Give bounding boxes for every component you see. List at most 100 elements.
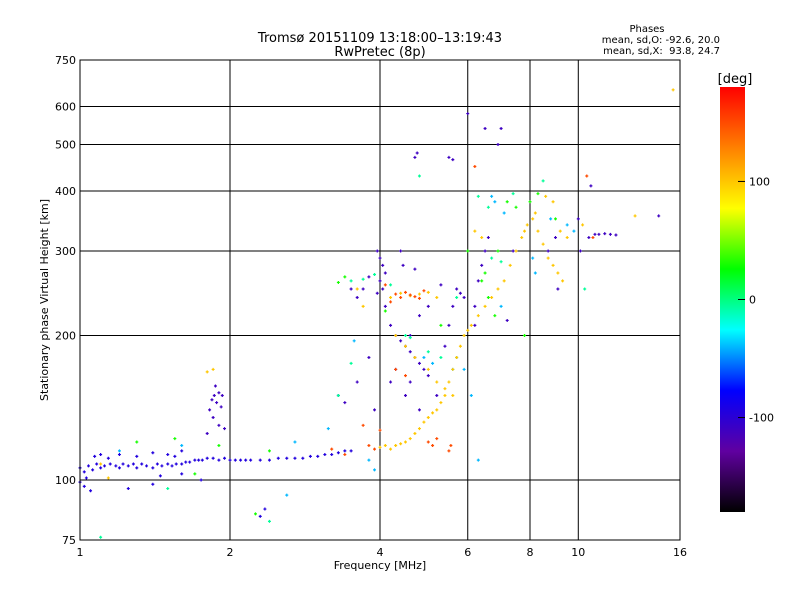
data-point <box>383 283 387 287</box>
data-point <box>205 432 209 436</box>
data-point <box>223 456 227 460</box>
data-point <box>633 214 637 218</box>
data-point <box>556 271 560 275</box>
x-tick-label: 4 <box>377 546 384 559</box>
y-tick-label: 200 <box>55 330 76 343</box>
data-point <box>336 451 340 455</box>
stats-title: Phases <box>629 24 664 35</box>
data-point <box>155 462 159 466</box>
data-point <box>523 334 527 338</box>
data-point <box>499 304 503 308</box>
data-point <box>135 466 139 470</box>
data-point <box>378 428 382 432</box>
data-point <box>263 507 267 511</box>
data-point <box>493 314 497 318</box>
data-point <box>561 279 565 283</box>
colorbar-tick-label: -100 <box>749 412 774 425</box>
data-point <box>336 280 340 284</box>
data-point <box>349 361 353 365</box>
data-point <box>525 223 529 227</box>
data-point <box>499 126 503 130</box>
data-point <box>439 355 443 359</box>
data-point <box>343 449 347 453</box>
data-point <box>536 192 540 196</box>
data-point <box>565 223 569 227</box>
data-point <box>394 292 398 296</box>
data-point <box>496 143 500 147</box>
data-point <box>572 229 576 233</box>
data-point <box>583 287 587 291</box>
data-point <box>455 296 459 300</box>
data-point <box>394 334 398 338</box>
data-point <box>276 456 280 460</box>
data-point <box>253 512 257 516</box>
data-point <box>323 453 327 457</box>
data-point <box>435 296 439 300</box>
data-point <box>389 300 393 304</box>
chart-subtitle: RwPretec (8p) <box>334 45 425 60</box>
data-point <box>355 287 359 291</box>
y-tick-label: 75 <box>62 534 76 547</box>
data-point <box>483 304 487 308</box>
data-point <box>361 287 365 291</box>
data-point <box>483 126 487 130</box>
data-point <box>373 468 377 472</box>
data-point <box>151 482 155 486</box>
data-point <box>381 287 385 291</box>
data-point <box>233 458 237 462</box>
data-point <box>389 323 393 327</box>
data-point <box>558 229 562 233</box>
colorbar-ticks: 100 0 -100 <box>738 175 774 425</box>
data-point <box>408 350 412 354</box>
data-point <box>389 380 393 384</box>
data-point <box>426 367 430 371</box>
colorbar-tick-label: 100 <box>749 175 770 188</box>
data-point <box>166 453 170 457</box>
data-point <box>211 367 215 371</box>
data-point <box>349 279 353 283</box>
data-point <box>473 323 477 327</box>
data-point <box>435 408 439 412</box>
data-point <box>422 367 426 371</box>
data-point <box>451 304 455 308</box>
data-point <box>505 200 509 204</box>
data-point <box>343 453 347 457</box>
data-point <box>316 454 320 458</box>
data-point <box>103 464 107 468</box>
data-point <box>174 462 178 466</box>
data-point <box>508 263 512 267</box>
data-point <box>511 192 515 196</box>
data-point <box>591 236 595 240</box>
data-point <box>213 384 217 388</box>
data-point <box>443 344 447 348</box>
data-point <box>82 484 86 488</box>
data-point <box>546 249 550 253</box>
y-tick-label: 300 <box>55 245 76 258</box>
data-point <box>394 444 398 448</box>
data-point <box>493 200 497 204</box>
data-point <box>117 449 121 453</box>
colorbar-label: [deg] <box>718 72 753 87</box>
data-point <box>200 458 204 462</box>
data-point <box>439 401 443 405</box>
data-point <box>383 309 387 313</box>
data-point <box>308 454 312 458</box>
data-point <box>258 514 262 518</box>
data-point <box>426 304 430 308</box>
data-point <box>403 440 407 444</box>
data-point <box>505 318 509 322</box>
data-point <box>458 291 462 295</box>
data-point <box>408 437 412 441</box>
data-point <box>417 427 421 431</box>
data-point <box>514 205 518 209</box>
data-point <box>473 164 477 168</box>
data-point <box>401 263 405 267</box>
data-point <box>431 361 435 365</box>
data-point <box>267 449 271 453</box>
data-point <box>443 387 447 391</box>
data-point <box>549 217 553 221</box>
data-point <box>210 398 214 402</box>
data-point <box>490 194 494 198</box>
data-point <box>361 304 365 308</box>
